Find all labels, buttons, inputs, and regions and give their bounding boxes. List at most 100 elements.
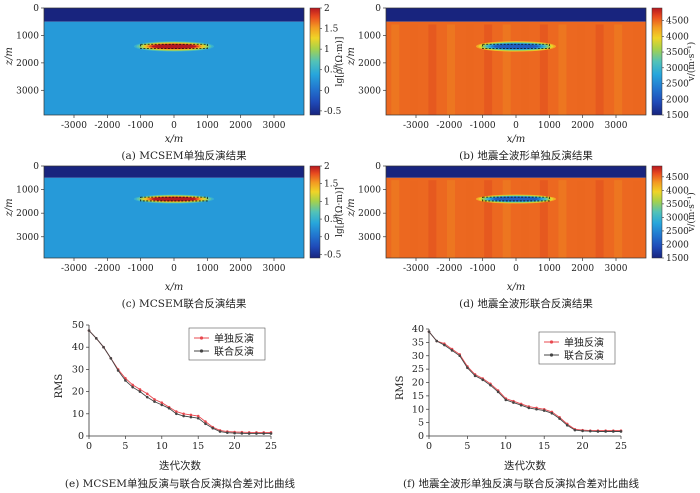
y-tick-label: 3000 bbox=[16, 86, 39, 96]
series-1-point bbox=[481, 378, 485, 382]
series-0-point bbox=[189, 413, 193, 417]
series-1-point bbox=[450, 349, 454, 352]
x-tick-label: 1000 bbox=[538, 121, 561, 131]
y-axis-label: z/m bbox=[4, 198, 15, 217]
x-tick-label: 0 bbox=[86, 441, 92, 452]
colorbar-tick-label: 3500 bbox=[666, 200, 689, 210]
series-1-point bbox=[427, 330, 431, 333]
y-tick-label: 3000 bbox=[358, 86, 381, 96]
x-tick-label: -3000 bbox=[403, 264, 429, 274]
x-tick-label: 20 bbox=[577, 441, 589, 452]
heatmap-panels: -3000 -2000 -1000 0 1000 2000 3000010002000300… bbox=[4, 4, 697, 310]
y-tick-label: 1000 bbox=[358, 31, 381, 41]
colorbar-tick-label: 2000 bbox=[666, 240, 689, 250]
series-0-point bbox=[138, 388, 142, 391]
legend-label: 联合反演 bbox=[214, 345, 254, 358]
series-1-point bbox=[458, 354, 462, 358]
legend-box bbox=[188, 327, 266, 361]
series-1-point bbox=[160, 403, 164, 407]
series-1-point bbox=[527, 406, 531, 410]
texture-band bbox=[428, 180, 437, 258]
texture-band bbox=[502, 180, 511, 258]
colorbar-tick-label: -0.5 bbox=[324, 107, 342, 117]
x-tick-label: -2000 bbox=[94, 264, 120, 274]
target-box bbox=[140, 196, 208, 202]
series-1-point bbox=[550, 411, 554, 415]
x-tick-label: -2000 bbox=[436, 264, 462, 274]
series-1-point bbox=[233, 431, 236, 435]
colorbar-label: lg[ρ/(Ω·m)] bbox=[334, 187, 345, 237]
colorbar-tick-label: 1500 bbox=[666, 111, 689, 121]
anomaly-contour-7 bbox=[151, 197, 197, 201]
colorbar-tick-label: 4500 bbox=[666, 173, 689, 183]
series-1-point bbox=[240, 432, 244, 435]
x-tick-label: 10 bbox=[156, 441, 168, 452]
y-tick-label: 0 bbox=[375, 162, 381, 172]
texture-band bbox=[539, 180, 548, 258]
heatmap-panel-d: -3000 -2000 -1000 0 1000 2000 3000 0 1000 2000 300… bbox=[346, 162, 697, 310]
series-1-point bbox=[226, 431, 229, 434]
legend-label: 单独反演 bbox=[564, 336, 604, 349]
x-tick-label: -2000 bbox=[436, 121, 462, 131]
x-tick-label: 25 bbox=[265, 441, 277, 452]
x-tick-label: -1000 bbox=[128, 121, 154, 131]
heatmap-panel-a: -3000 -2000 -1000 0 1000 2000 3000 0 1000 2000 300… bbox=[4, 4, 345, 162]
series-1-point bbox=[167, 406, 171, 410]
series-1-point bbox=[247, 432, 251, 435]
series-1-point bbox=[204, 422, 207, 426]
layer-1 bbox=[386, 177, 646, 258]
texture-band bbox=[521, 180, 530, 258]
texture-band bbox=[539, 24, 548, 115]
y-tick-label: 0 bbox=[418, 431, 424, 442]
series-1-point bbox=[124, 379, 127, 382]
x-tick-label: 1000 bbox=[196, 121, 219, 131]
y-tick-label: 30 bbox=[412, 351, 424, 362]
x-tick-label: 5 bbox=[464, 441, 470, 452]
texture-band bbox=[632, 24, 641, 115]
texture-band bbox=[558, 24, 567, 115]
texture-band bbox=[409, 24, 418, 115]
x-tick-label: 25 bbox=[615, 441, 627, 452]
texture-band bbox=[391, 24, 400, 115]
x-tick-label: 0 bbox=[426, 441, 432, 452]
series-0-point bbox=[145, 392, 149, 396]
y-tick-label: 20 bbox=[72, 387, 84, 398]
y-tick-label: 35 bbox=[412, 337, 424, 348]
series-1-point bbox=[109, 357, 113, 360]
anomaly-contour-7 bbox=[493, 44, 539, 49]
y-tick-label: 0 bbox=[33, 4, 39, 14]
series-0-point bbox=[182, 412, 185, 416]
x-tick-label: -1000 bbox=[470, 121, 496, 131]
colorbar-tick-label: 0 bbox=[324, 86, 330, 96]
x-axis-label: x/m bbox=[165, 134, 184, 145]
y-tick-label: 40 bbox=[412, 324, 424, 335]
x-tick-label: 0 bbox=[171, 121, 177, 131]
y-tick-label: 3000 bbox=[358, 233, 381, 243]
x-tick-label: -3000 bbox=[61, 121, 87, 131]
x-tick-label: 2000 bbox=[229, 264, 252, 274]
texture-band bbox=[447, 180, 455, 258]
legend-marker bbox=[199, 349, 204, 353]
panel-caption: (f) 地震全波形单独反演与联合反演拟合差对比曲线 bbox=[403, 477, 639, 490]
y-tick-label: 1000 bbox=[16, 186, 39, 196]
layer-0 bbox=[386, 166, 646, 178]
x-tick-label: -1000 bbox=[128, 264, 154, 274]
colorbar-tick-label: 2 bbox=[324, 162, 330, 172]
series-1-point bbox=[519, 403, 523, 407]
colorbar-tick-label: 0.5 bbox=[324, 66, 339, 76]
texture-band bbox=[409, 180, 418, 258]
legend-label: 联合反演 bbox=[564, 349, 604, 362]
y-tick-label: 20 bbox=[412, 378, 424, 389]
y-axis-label: RMS bbox=[395, 375, 406, 400]
texture-band bbox=[614, 180, 623, 258]
series-0-point bbox=[196, 414, 200, 418]
x-tick-label: 1000 bbox=[538, 264, 561, 274]
texture-band bbox=[595, 180, 604, 258]
texture-band bbox=[428, 24, 437, 115]
texture-band bbox=[577, 24, 585, 115]
colorbar-tick-label: 4000 bbox=[666, 186, 689, 196]
layer-0 bbox=[386, 8, 646, 22]
series-1-point bbox=[612, 430, 615, 433]
colorbar-tick-label: 0 bbox=[324, 233, 330, 243]
